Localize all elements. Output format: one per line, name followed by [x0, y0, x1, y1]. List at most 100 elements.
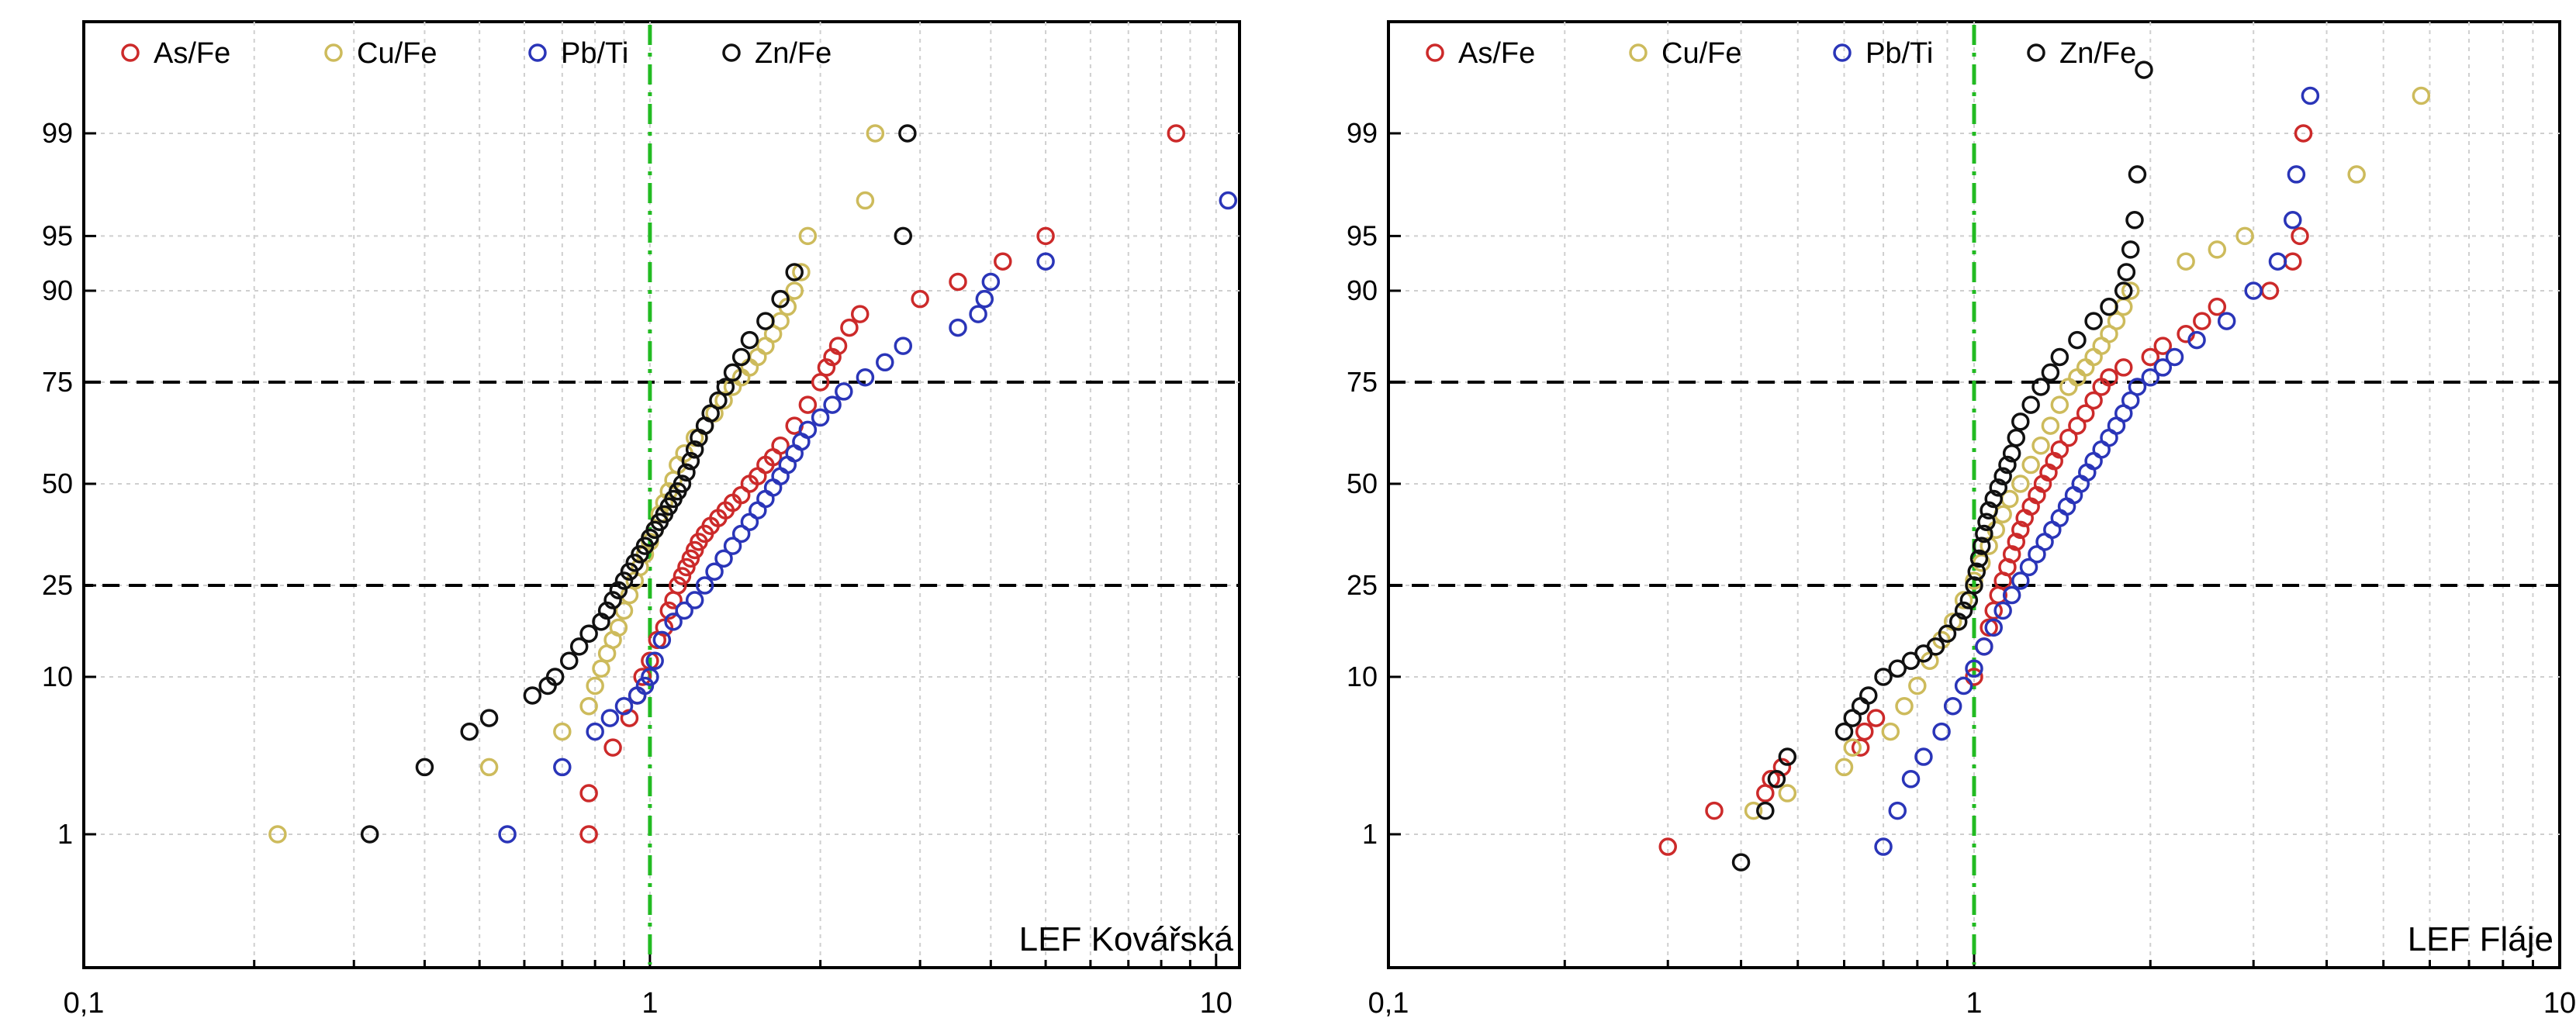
quartile-band	[82, 380, 1241, 588]
data-point	[2291, 226, 2309, 246]
y-tick-label: 75	[1347, 366, 1378, 398]
data-point	[798, 395, 818, 414]
series-as-fe	[579, 124, 1186, 844]
data-point	[1705, 801, 1724, 820]
series-zn-fe	[360, 124, 917, 844]
data-point	[705, 562, 724, 581]
data-point	[685, 440, 704, 459]
data-point	[579, 784, 598, 802]
data-point	[603, 591, 622, 609]
y-tick-label: 1	[57, 818, 73, 850]
chart-panel-kovarska: 1 10 25 50 75 90 95 99 0,1 1 10 As/Fe Cu/Fe Pb/Ti Zn/F…	[42, 20, 1241, 1020]
data-point	[415, 758, 434, 777]
chart-panel-flaje: 1 10 25 50 75 90 95 99 0,1 1 10 As/Fe Cu/Fe Pb/Ti Zn/F…	[1347, 20, 2576, 1020]
data-point	[740, 330, 759, 350]
panel-label: LEF Fláje	[2408, 920, 2554, 958]
data-point	[2294, 124, 2313, 143]
data-point	[1778, 747, 1797, 766]
data-point	[579, 825, 598, 844]
data-point	[723, 363, 742, 382]
data-point	[695, 576, 714, 595]
y-tick-label: 25	[1347, 569, 1378, 601]
data-point	[701, 404, 720, 423]
data-point	[633, 668, 652, 686]
data-point	[2021, 395, 2040, 414]
data-point	[681, 451, 700, 471]
data-point	[2301, 86, 2320, 105]
data-point	[2153, 358, 2173, 377]
data-point	[1658, 837, 1677, 856]
data-point	[268, 825, 287, 844]
data-point	[811, 408, 830, 427]
data-point	[911, 289, 929, 309]
data-point	[840, 318, 859, 337]
x-tick-label: 10	[1200, 987, 1233, 1020]
data-point	[716, 378, 735, 396]
data-point	[2050, 440, 2069, 459]
data-point	[1908, 676, 1927, 695]
data-point	[2244, 281, 2263, 300]
data-point	[1895, 696, 1914, 716]
data-point	[1993, 601, 2012, 620]
legend-entry: Pb/Ti	[561, 37, 628, 70]
data-point	[949, 318, 967, 337]
x-tick-label: 0,1	[1368, 987, 1409, 1020]
data-point	[792, 263, 811, 281]
data-point	[2347, 165, 2366, 184]
data-point	[2128, 165, 2147, 184]
data-point	[614, 601, 634, 620]
y-tick-label: 10	[42, 661, 73, 692]
y-tick-label: 95	[42, 219, 73, 251]
data-point	[1969, 549, 1989, 568]
data-point	[1954, 676, 1973, 695]
series-cu-fe	[1744, 86, 2431, 820]
data-point	[866, 124, 885, 143]
data-point	[2107, 312, 2126, 330]
data-point	[1977, 513, 1996, 531]
legend-marker	[528, 43, 547, 62]
legend-marker	[722, 43, 741, 62]
data-point	[675, 601, 693, 620]
data-point	[2114, 281, 2133, 300]
data-point	[2076, 404, 2095, 423]
data-point	[1998, 455, 2017, 475]
data-point	[1167, 124, 1186, 143]
data-point	[2011, 571, 2030, 590]
data-point	[2007, 533, 2026, 551]
data-point	[2117, 263, 2136, 281]
data-point	[586, 722, 604, 741]
legend-marker	[2027, 43, 2045, 62]
data-point	[2050, 395, 2069, 414]
legend-entry: Zn/Fe	[2059, 37, 2136, 70]
data-point	[2011, 475, 2030, 493]
data-point	[2050, 347, 2069, 367]
data-point	[785, 281, 804, 300]
y-tick-label: 25	[42, 569, 73, 601]
y-tick-label: 10	[1347, 661, 1378, 692]
data-point	[2153, 337, 2173, 355]
data-point	[2165, 347, 2184, 367]
data-point	[709, 391, 728, 410]
data-point	[2121, 281, 2140, 300]
data-point	[1984, 618, 2003, 637]
legend-entry: Pb/Ti	[1865, 37, 1933, 70]
data-point	[756, 312, 775, 330]
data-point	[2187, 330, 2206, 350]
data-point	[620, 562, 639, 581]
data-point	[2068, 330, 2087, 350]
series-zn-fe	[1731, 60, 2153, 872]
data-point	[2114, 358, 2133, 377]
data-point	[2002, 545, 2021, 564]
data-point	[894, 226, 913, 246]
data-point	[569, 637, 589, 656]
data-point	[2208, 240, 2227, 259]
data-point	[798, 420, 818, 440]
y-tick-label: 90	[1347, 274, 1378, 306]
x-tick-label: 1	[641, 987, 658, 1020]
data-point	[823, 395, 842, 414]
legend-marker	[1833, 43, 1852, 62]
legend-entry: Zn/Fe	[755, 37, 832, 70]
data-point	[2100, 297, 2118, 316]
data-point	[1954, 601, 1973, 620]
series-pb-ti	[1874, 86, 2320, 856]
